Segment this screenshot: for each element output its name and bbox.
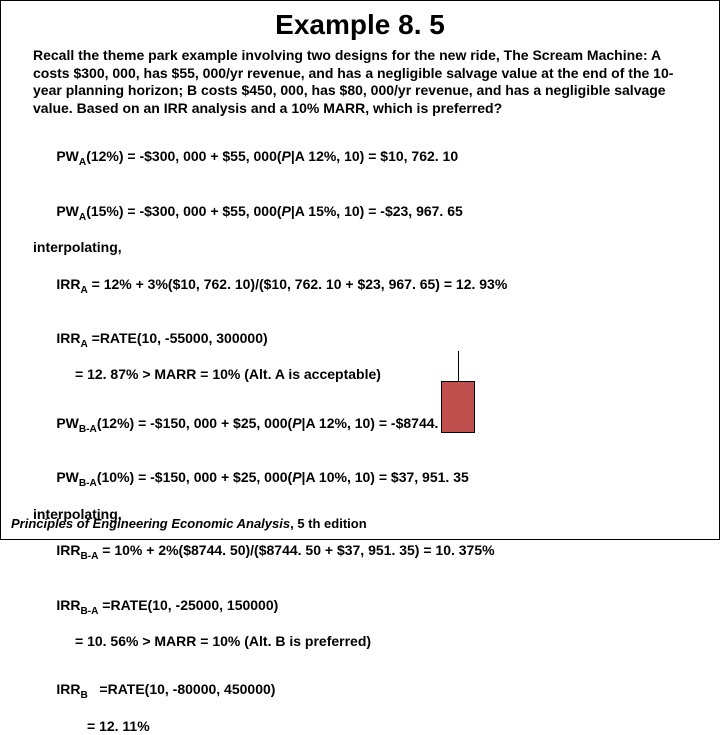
irra-interp: IRRA = 12% + 3%($10, 762. 10)/($10, 762.… xyxy=(33,256,687,311)
annotation-line xyxy=(458,351,459,381)
footer-title: Principles of Engineering Economic Analy… xyxy=(11,516,290,531)
footer: Principles of Engineering Economic Analy… xyxy=(11,516,367,531)
irra-rate: IRRA =RATE(10, -55000, 300000) xyxy=(33,311,687,366)
irra-result: = 12. 87% > MARR = 10% (Alt. A is accept… xyxy=(33,365,687,383)
irrba-rate: IRRB-A =RATE(10, -25000, 150000) xyxy=(33,578,687,633)
pwba-10: PWB-A(10%) = -$150, 000 + $25, 000(P|A 1… xyxy=(33,450,687,505)
irrb-result: = 12. 11% xyxy=(33,717,687,735)
pwa-15: PWA(15%) = -$300, 000 + $55, 000(P|A 15%… xyxy=(33,184,687,239)
slide-title: Example 8. 5 xyxy=(33,9,687,41)
pwa-12: PWA(12%) = -$300, 000 + $55, 000(P|A 12%… xyxy=(33,129,687,184)
interpolating-a: interpolating, xyxy=(33,238,687,256)
pwba-12: PWB-A(12%) = -$150, 000 + $25, 000(P|A 1… xyxy=(33,396,687,451)
footer-edition: , 5 th edition xyxy=(290,516,367,531)
irrba-interp: IRRB-A = 10% + 2%($8744. 50)/($8744. 50 … xyxy=(33,523,687,578)
problem-statement: Recall the theme park example involving … xyxy=(33,47,687,117)
block-a: PWA(12%) = -$300, 000 + $55, 000(P|A 12%… xyxy=(33,129,687,384)
irrb-rate: IRRB =RATE(10, -80000, 450000) xyxy=(33,662,687,717)
block-b: IRRB =RATE(10, -80000, 450000) = 12. 11% xyxy=(33,662,687,735)
red-annotation-box xyxy=(441,381,475,433)
irrba-result: = 10. 56% > MARR = 10% (Alt. B is prefer… xyxy=(33,632,687,650)
slide: Example 8. 5 Recall the theme park examp… xyxy=(1,1,719,539)
